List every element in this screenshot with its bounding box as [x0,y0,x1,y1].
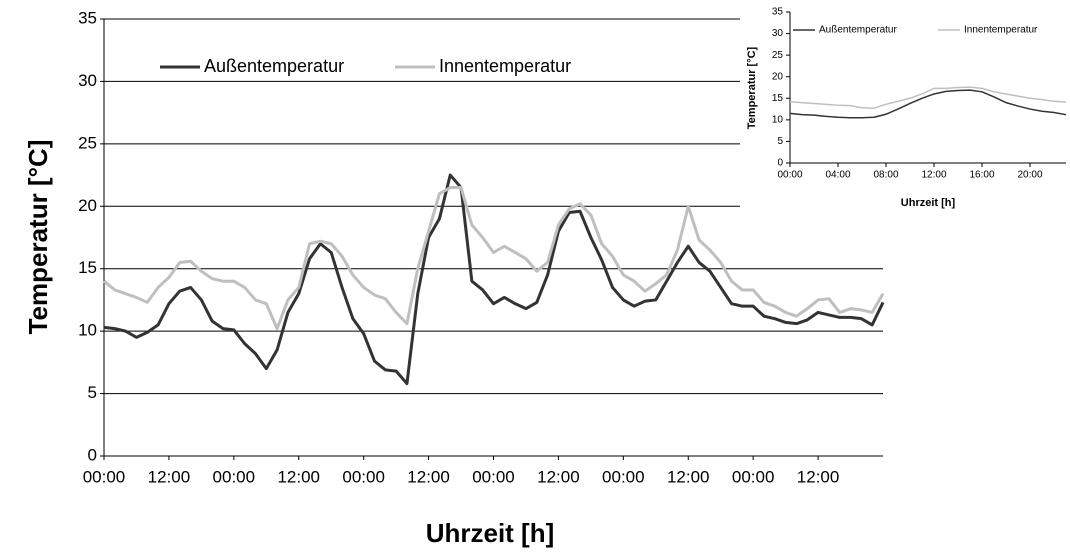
chart-panel: 0 5 10 15 20 25 30 35 00:00 12:00 00:00 12:00 00:00 1… [23,8,885,548]
chart-panel: 0 5 10 15 20 25 30 35 00:00 04:00 08:00 12:00 16:00 2… [740,0,1070,212]
y-tick-label: 15 [78,258,97,277]
y-tick-label: 30 [78,71,97,90]
x-tick-label: 00:00 [213,467,256,486]
y-tick-label: 25 [772,50,784,61]
legend-label: Innentemperatur [964,25,1038,36]
x-axis-title: Uhrzeit [h] [901,197,956,209]
x-tick-label: 12:00 [921,170,946,181]
x-tick-label: 00:00 [342,467,385,486]
y-tick-label: 10 [78,321,97,340]
x-tick-label: 00:00 [602,467,645,486]
x-tick-label: 12:00 [797,467,840,486]
data-line [103,186,885,331]
x-tick-label: 00:00 [472,467,515,486]
y-tick-label: 10 [772,114,784,125]
x-tick-label: 20:00 [1017,170,1042,181]
x-tick-label: 00:00 [732,467,775,486]
y-axis-title: Temperatur [°C] [746,46,758,129]
x-tick-label: 12:00 [407,467,450,486]
x-tick-label: 08:00 [873,170,898,181]
x-axis-title: Uhrzeit [h] [426,518,555,548]
x-tick-label: 00:00 [777,170,802,181]
x-tick-label: 00:00 [83,467,126,486]
y-axis-title: Temperatur [°C] [23,140,53,335]
y-tick-label: 35 [78,8,97,27]
y-tick-label: 35 [772,7,784,18]
y-tick-label: 20 [772,71,784,82]
y-tick-label: 0 [88,445,97,464]
y-tick-label: 25 [78,133,97,152]
legend-label: Innentemperatur [439,56,571,76]
y-tick-label: 5 [777,136,783,147]
y-tick-label: 0 [777,158,783,169]
data-line [789,89,1067,119]
x-tick-label: 12:00 [537,467,580,486]
x-tick-label: 12:00 [667,467,710,486]
x-tick-label: 12:00 [277,467,320,486]
data-line [789,86,1067,109]
data-line [103,173,885,386]
y-tick-label: 5 [88,383,97,402]
legend-label: Außentemperatur [204,56,344,76]
x-tick-label: 16:00 [969,170,994,181]
x-tick-label: 04:00 [825,170,850,181]
x-tick-label: 12:00 [148,467,191,486]
y-tick-label: 30 [772,28,784,39]
y-tick-label: 20 [78,196,97,215]
y-tick-label: 15 [772,93,784,104]
legend-label: Außentemperatur [819,25,897,36]
